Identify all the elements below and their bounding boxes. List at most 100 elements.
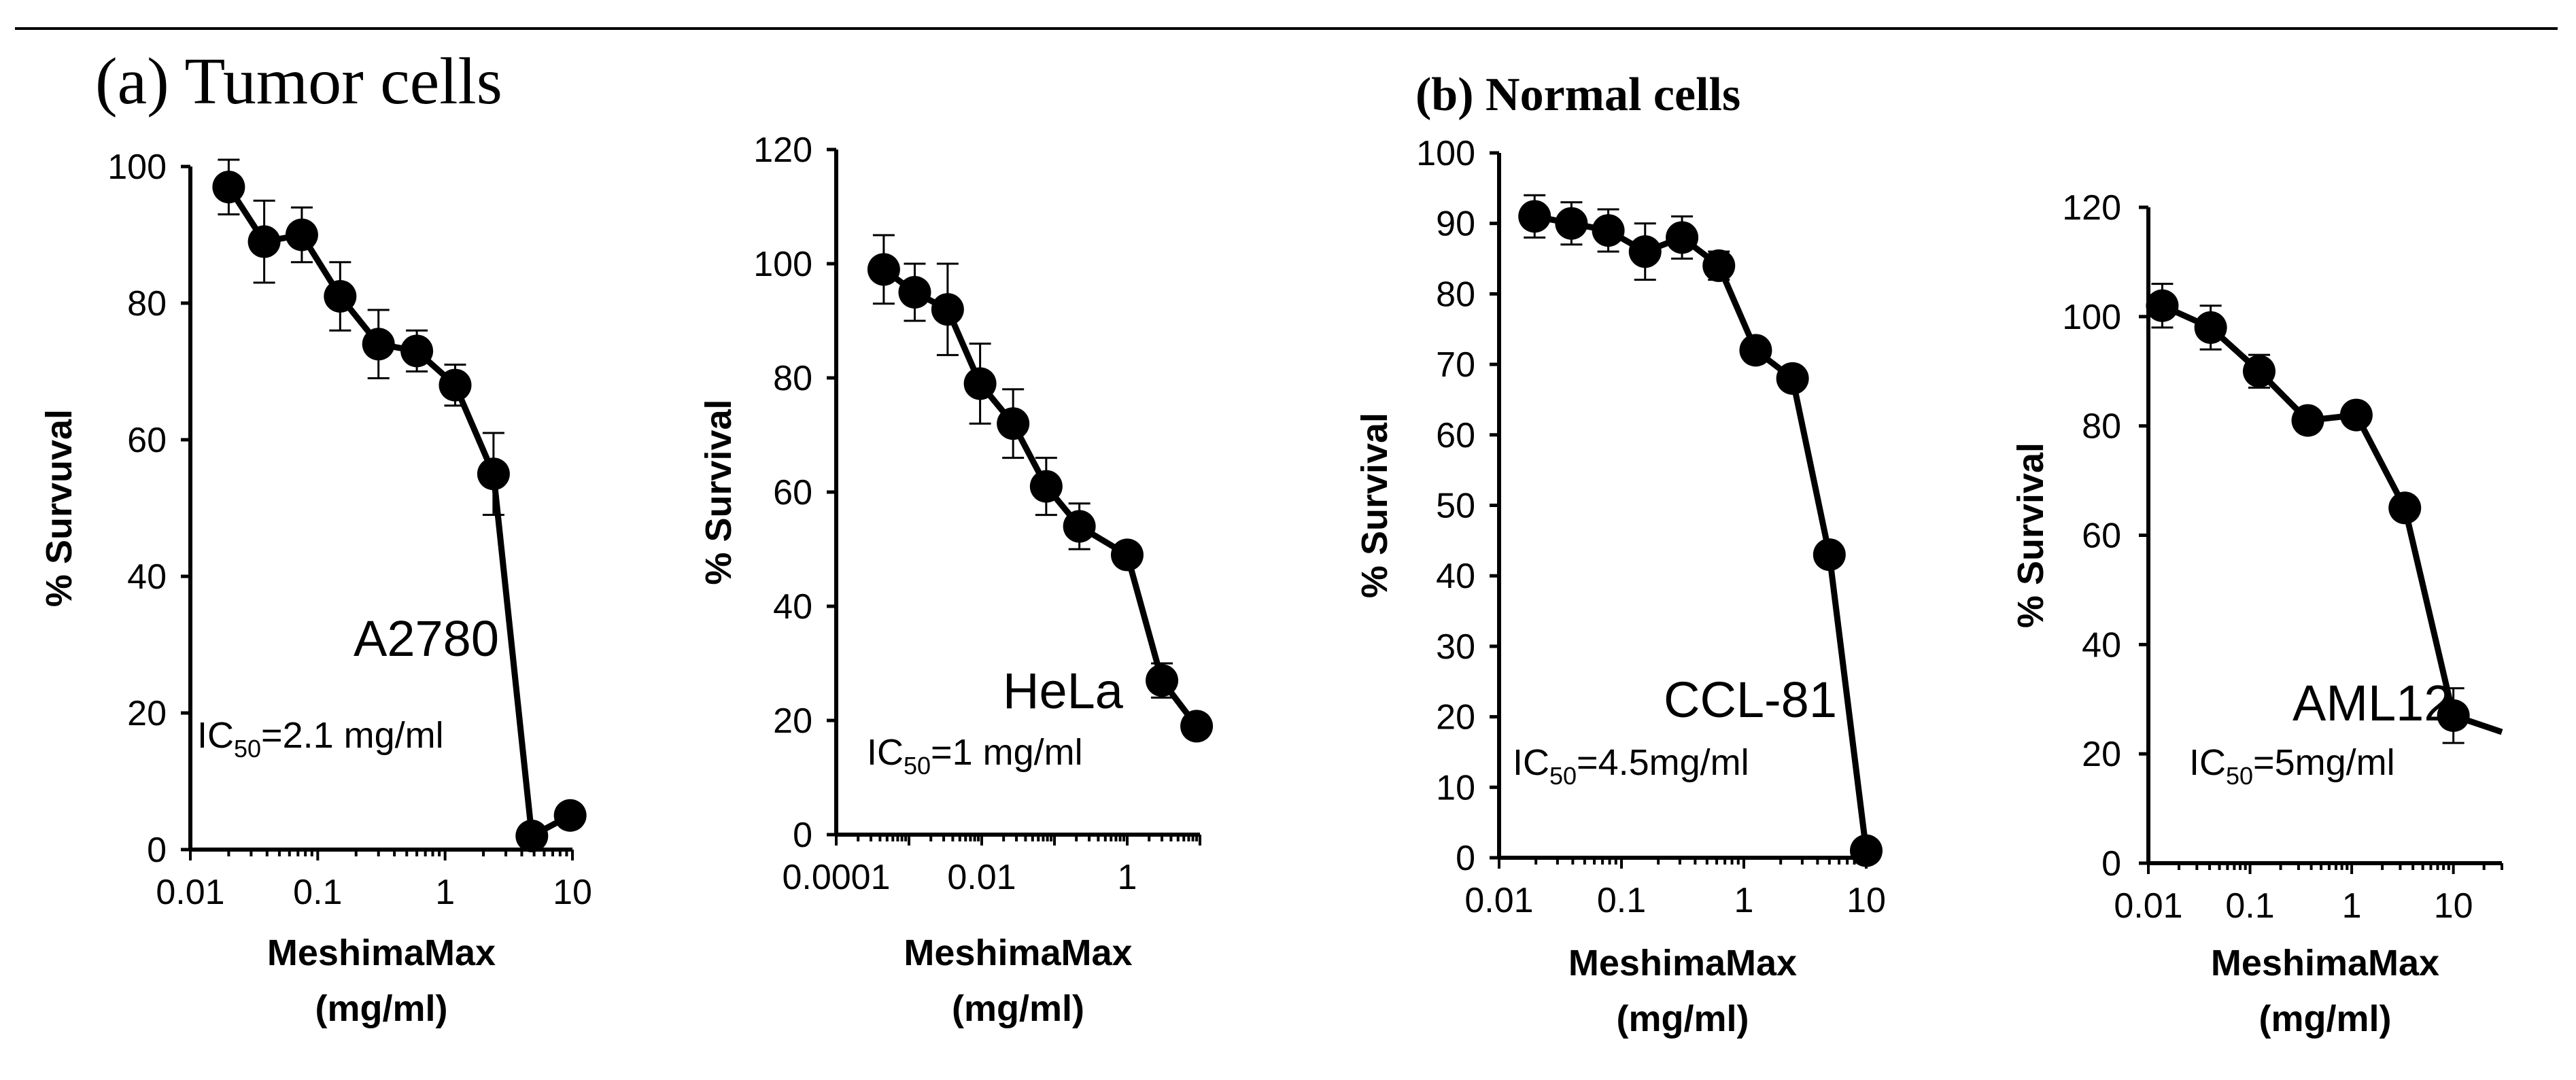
data-point <box>1628 235 1662 268</box>
y-tick-label: 10 <box>1436 768 1475 807</box>
x-axis-unit: (mg/ml) <box>2259 998 2392 1039</box>
chart-panel-hela: 0 20 40 60 80 100 120 0.0001 0.01 1 MeshimaMax (mg/… <box>698 130 1214 1029</box>
data-point <box>931 293 964 326</box>
y-tick-label: 60 <box>1436 416 1475 455</box>
x-tick-label: 10 <box>2434 886 2473 926</box>
data-point <box>362 328 395 361</box>
ic50-value: =5mg/ml <box>2253 742 2395 783</box>
y-tick-label: 60 <box>127 421 167 460</box>
data-point <box>1666 221 1699 254</box>
data-point <box>247 225 281 258</box>
data-point <box>2291 404 2324 437</box>
y-tick-label: 20 <box>1436 698 1475 737</box>
ic50-subscript: 50 <box>234 735 261 763</box>
x-tick-label: 0.1 <box>2225 886 2274 926</box>
data-point <box>1739 334 1772 367</box>
y-axis-title: % Survival <box>2010 442 2051 628</box>
chart-panel-a2780: 0 20 40 60 80 100 0.01 0.1 1 10 MeshimaMax (mg/ml)%… <box>39 147 592 1029</box>
data-point <box>867 253 900 286</box>
cell-line-label: A2780 <box>354 610 499 667</box>
data-point <box>400 334 434 368</box>
y-tick-label: 80 <box>773 359 812 398</box>
x-axis-title: MeshimaMax <box>1568 943 1797 983</box>
y-tick-label: 100 <box>2062 298 2121 337</box>
data-point <box>477 457 510 491</box>
data-point <box>1592 214 1625 247</box>
data-point <box>2437 699 2470 732</box>
x-tick-label: 1 <box>2342 886 2362 926</box>
y-tick-label: 100 <box>753 245 812 284</box>
data-point <box>212 171 245 204</box>
y-tick-label: 0 <box>2101 844 2121 884</box>
x-axis-unit: (mg/ml) <box>952 988 1084 1029</box>
y-tick-label: 80 <box>127 284 167 324</box>
series-line <box>226 185 572 839</box>
ic50-subscript: 50 <box>2226 762 2253 790</box>
y-tick-label: 0 <box>147 831 167 870</box>
ic50-value: =2.1 mg/ml <box>261 715 444 756</box>
data-point <box>1518 200 1551 233</box>
x-tick-label: 0.01 <box>947 858 1016 897</box>
data-point <box>2339 398 2373 432</box>
x-tick-label: 10 <box>553 873 592 912</box>
ic50-annotation: IC50=5mg/ml <box>2189 742 2395 790</box>
chart-panel-ccl-81: 0 10 20 30 40 50 60 70 80 90 100 0.01 0.1 1 10 MeshimaM… <box>1354 134 1886 1039</box>
y-tick-label: 80 <box>1436 275 1475 314</box>
x-axis-title: MeshimaMax <box>267 933 496 973</box>
x-tick-label: 10 <box>1847 881 1886 920</box>
y-tick-label: 120 <box>2062 188 2121 228</box>
y-tick-label: 60 <box>773 473 812 512</box>
ic50-annotation: IC50=4.5mg/ml <box>1513 742 1749 790</box>
data-point <box>1555 207 1588 240</box>
y-tick-label: 100 <box>107 147 167 187</box>
data-point <box>285 218 318 251</box>
data-point <box>1813 538 1846 572</box>
x-axis-unit: (mg/ml) <box>1617 998 1749 1039</box>
x-axis-unit: (mg/ml) <box>315 988 448 1029</box>
y-tick-label: 40 <box>1436 557 1475 596</box>
data-point <box>1063 510 1096 543</box>
x-axis-title: MeshimaMax <box>2211 943 2439 983</box>
y-tick-label: 50 <box>1436 487 1475 526</box>
cell-line-label: AML12 <box>2292 675 2452 731</box>
y-tick-label: 100 <box>1416 134 1475 173</box>
data-point <box>997 407 1030 440</box>
x-tick-label: 0.01 <box>2114 886 2182 926</box>
y-tick-label: 30 <box>1436 627 1475 667</box>
data-point <box>1146 664 1179 697</box>
data-point <box>1776 362 1809 395</box>
y-tick-label: 20 <box>2082 735 2121 774</box>
section-title-normal: (b) Normal cells <box>1415 69 1740 121</box>
x-tick-label: 0.0001 <box>782 858 890 897</box>
y-tick-label: 120 <box>753 130 812 170</box>
y-tick-label: 20 <box>127 694 167 733</box>
ic50-prefix: IC <box>1513 742 1549 783</box>
chart-panel-aml12: 0 20 40 60 80 100 120 0.01 0.1 1 10 MeshimaMax (mg/m… <box>2010 188 2503 1039</box>
y-tick-label: 0 <box>1456 839 1475 878</box>
x-tick-label: 1 <box>1734 881 1754 920</box>
x-tick-label: 0.1 <box>293 873 342 912</box>
y-axis-title: % Survuval <box>39 409 80 607</box>
data-point <box>1702 249 1736 282</box>
series-line <box>1534 213 1870 852</box>
data-point <box>553 799 587 832</box>
data-point <box>1111 538 1144 572</box>
y-tick-label: 60 <box>2082 517 2121 556</box>
cell-line-label: HeLa <box>1003 663 1124 719</box>
data-point <box>2242 355 2276 388</box>
data-point <box>439 368 472 402</box>
y-tick-label: 0 <box>793 816 812 855</box>
data-point <box>324 279 357 313</box>
section-title-tumor: (a) Tumor cells <box>95 45 502 118</box>
series-line <box>2161 302 2503 735</box>
y-tick-label: 40 <box>773 587 812 627</box>
data-point <box>515 819 549 852</box>
data-point <box>1850 834 1883 867</box>
x-tick-label: 0.01 <box>156 873 224 912</box>
y-tick-label: 40 <box>2082 625 2121 665</box>
data-point <box>2194 311 2227 344</box>
y-axis-title: % Survival <box>1354 413 1395 598</box>
ic50-subscript: 50 <box>1549 762 1577 790</box>
y-tick-label: 80 <box>2082 407 2121 447</box>
